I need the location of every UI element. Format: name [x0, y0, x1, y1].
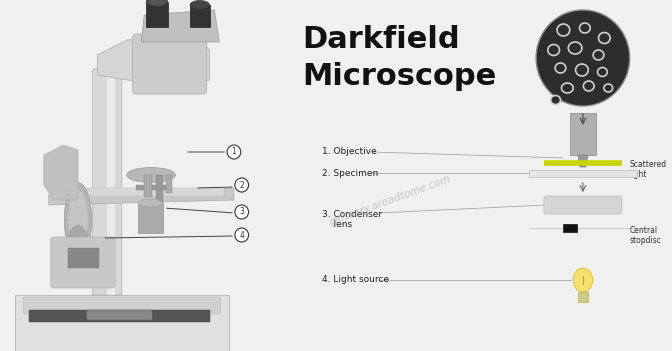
- Bar: [166, 175, 171, 193]
- Polygon shape: [93, 55, 122, 295]
- Bar: [563, 224, 577, 232]
- Ellipse shape: [65, 183, 91, 258]
- Text: 2. Specimen: 2. Specimen: [322, 168, 378, 178]
- Ellipse shape: [583, 81, 594, 91]
- Ellipse shape: [579, 23, 590, 33]
- Circle shape: [227, 145, 241, 159]
- Ellipse shape: [576, 64, 588, 76]
- Ellipse shape: [599, 33, 610, 44]
- Ellipse shape: [597, 67, 607, 77]
- Circle shape: [235, 228, 249, 242]
- Bar: [136, 185, 166, 190]
- Polygon shape: [97, 35, 210, 85]
- FancyBboxPatch shape: [132, 34, 207, 94]
- Ellipse shape: [573, 268, 593, 292]
- Text: glossary.aroadtome.com: glossary.aroadtome.com: [328, 173, 452, 227]
- Ellipse shape: [551, 95, 560, 105]
- Text: 3: 3: [239, 207, 244, 217]
- Ellipse shape: [67, 225, 89, 271]
- Ellipse shape: [69, 190, 88, 250]
- Bar: [578, 292, 588, 302]
- Bar: [69, 248, 99, 268]
- Ellipse shape: [593, 50, 604, 60]
- Ellipse shape: [604, 84, 613, 92]
- Text: 1. Objective: 1. Objective: [322, 147, 376, 157]
- Text: Darkfield: Darkfield: [302, 25, 460, 54]
- Text: 2: 2: [239, 180, 244, 190]
- Polygon shape: [15, 295, 229, 351]
- Bar: [571, 113, 595, 155]
- Ellipse shape: [190, 0, 210, 9]
- Bar: [530, 170, 636, 177]
- FancyBboxPatch shape: [544, 196, 622, 214]
- Text: Microscope: Microscope: [302, 62, 497, 91]
- Ellipse shape: [127, 167, 175, 183]
- Text: 4: 4: [239, 231, 244, 239]
- Ellipse shape: [557, 24, 570, 36]
- FancyBboxPatch shape: [50, 237, 115, 288]
- Polygon shape: [49, 188, 234, 205]
- Bar: [146, 2, 167, 27]
- Text: 1: 1: [232, 147, 237, 157]
- Ellipse shape: [138, 199, 163, 207]
- Polygon shape: [578, 155, 588, 167]
- Polygon shape: [141, 10, 219, 42]
- Bar: [30, 310, 210, 322]
- Polygon shape: [44, 145, 78, 200]
- Ellipse shape: [561, 83, 573, 93]
- Ellipse shape: [146, 0, 167, 7]
- Circle shape: [235, 178, 249, 192]
- FancyBboxPatch shape: [87, 310, 152, 320]
- Bar: [108, 60, 115, 295]
- Text: Scattered
light: Scattered light: [630, 160, 667, 179]
- Bar: [144, 175, 152, 197]
- Bar: [63, 188, 224, 196]
- Text: Central
stopdisc: Central stopdisc: [630, 226, 661, 245]
- Text: 4. Light source: 4. Light source: [322, 276, 388, 285]
- Ellipse shape: [148, 0, 166, 6]
- Ellipse shape: [548, 45, 560, 55]
- Ellipse shape: [569, 42, 582, 54]
- FancyBboxPatch shape: [24, 297, 220, 314]
- Text: 3. Condenser
    lens: 3. Condenser lens: [322, 210, 382, 230]
- Bar: [156, 175, 163, 203]
- Bar: [190, 5, 210, 27]
- Circle shape: [235, 205, 249, 219]
- Ellipse shape: [555, 63, 566, 73]
- Bar: [138, 203, 163, 233]
- Circle shape: [536, 10, 630, 106]
